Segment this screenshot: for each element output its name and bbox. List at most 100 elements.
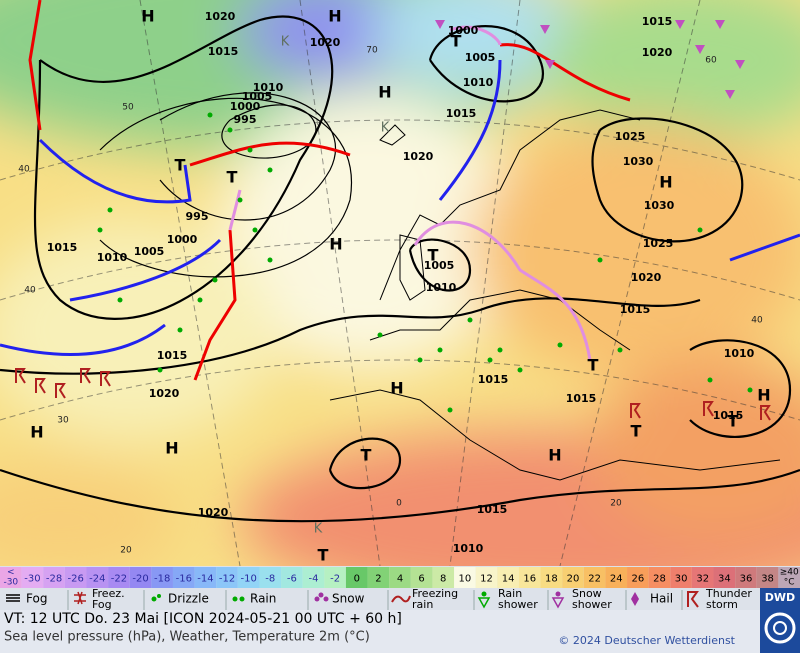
pressure-center: T [361,446,372,465]
pressure-center: T [728,412,739,431]
pressure-center: T [631,422,642,441]
isobar-label: 1030 [623,155,654,168]
scale-label: -2 [330,574,340,585]
subtitle: Sea level pressure (hPa), Weather, Tempe… [4,630,370,645]
rain-symbol [247,147,253,153]
scale-cell [367,567,390,588]
rain-symbol [517,367,523,373]
isobar-label: 1020 [642,46,673,59]
rain-symbol [107,207,113,213]
scale-cell [108,567,130,588]
isobar-label: 1005 [424,259,455,272]
scale-cell [691,567,714,588]
pressure-center: H [757,386,770,405]
legend-label-line: Freezing [412,587,458,600]
legend-label: Freez. Fog [92,587,125,611]
legend-label: Rain [250,592,276,606]
scale-label: 34 [718,574,731,585]
isobar-label: 1000 [448,24,479,37]
scale-label: 32 [696,574,709,585]
rain-symbol [617,347,623,353]
scale-cell [21,567,44,588]
isobar-label: 1000 [167,233,198,246]
isobar-label: 1020 [310,36,341,49]
scale-cell [562,567,584,588]
isobar-label: 1020 [631,271,662,284]
scale-cell [281,567,303,588]
legend-label-line: storm [706,598,738,611]
path [189,141,351,167]
snow-shower-symbol [540,25,550,34]
path [221,104,317,159]
rain-symbol [157,367,163,373]
isobar-label: 1010 [463,76,494,89]
scale-cell [648,567,671,588]
scale-label: 0 [354,574,360,585]
info-panel [0,610,800,653]
path [449,25,502,46]
path [33,15,334,320]
legend-label: Hail [650,592,673,606]
path [729,233,800,262]
pressure-center: H [548,446,561,465]
isobar-label: 1010 [253,81,284,94]
isobar-label: 1025 [643,237,674,250]
ellipse [540,0,800,140]
scale-cell [237,567,260,588]
scale-cell [475,567,498,588]
pressure-center: T [428,246,439,265]
rain-symbol [97,227,103,233]
scale-label: 36 [740,574,753,585]
scale-cell [389,567,411,588]
legend-label: Snow shower [572,587,612,611]
legend-icon [551,597,565,609]
rain-symbol [207,112,213,118]
logo-swirl-inner [773,621,787,635]
logo-text: DWD [765,591,795,604]
scale-label: -4 [309,574,319,585]
path [449,0,521,566]
map-area: 1020 1020 1015 1010 1005 1000 995 1000 1005 1010 1… [0,0,800,566]
air-mass-label: K [314,522,323,537]
scale-cell [324,567,346,588]
rain-symbol [252,227,258,233]
thunderstorm-symbol [100,371,111,387]
legend-label: Snow [332,592,365,606]
rain-symbol [487,357,493,363]
temperature-contour-label: 20 [120,546,132,556]
isobar-label: 995 [234,113,257,126]
pressure-center: T [451,32,462,51]
scale-label: -18 [154,574,170,585]
scale-cell [432,567,455,588]
snow-shower-symbol [435,20,445,29]
scale-label: 10 [458,574,471,585]
scale-cell [713,567,736,588]
rain-symbol [267,167,273,173]
scale-cell [64,567,87,588]
scale-cell [194,567,217,588]
scale-cell [86,567,109,588]
snow-shower-symbol [675,20,685,29]
isobar-label: 1015 [478,373,509,386]
rain-symbol [227,127,233,133]
ellipse [220,90,520,370]
isobar-label: 1005 [465,51,496,64]
scale-cell [151,567,173,588]
temperature-contour-label: 0 [396,499,402,509]
legend-icon [151,596,157,602]
legend-label-line: shower [572,598,612,611]
scale-cell [216,567,238,588]
snow-shower-symbol [725,90,735,99]
scale-label: -8 [265,574,275,585]
scale-cell [345,567,368,588]
scale-label: -12 [219,574,235,585]
ellipse [0,460,180,566]
legend-label: Fog [26,592,47,606]
ellipse [470,120,800,380]
scale-label: -20 [132,574,148,585]
path [69,238,222,302]
isobar-label: 1010 [453,542,484,555]
scale-label: 8 [440,574,446,585]
scale-label-low: < [7,568,15,578]
